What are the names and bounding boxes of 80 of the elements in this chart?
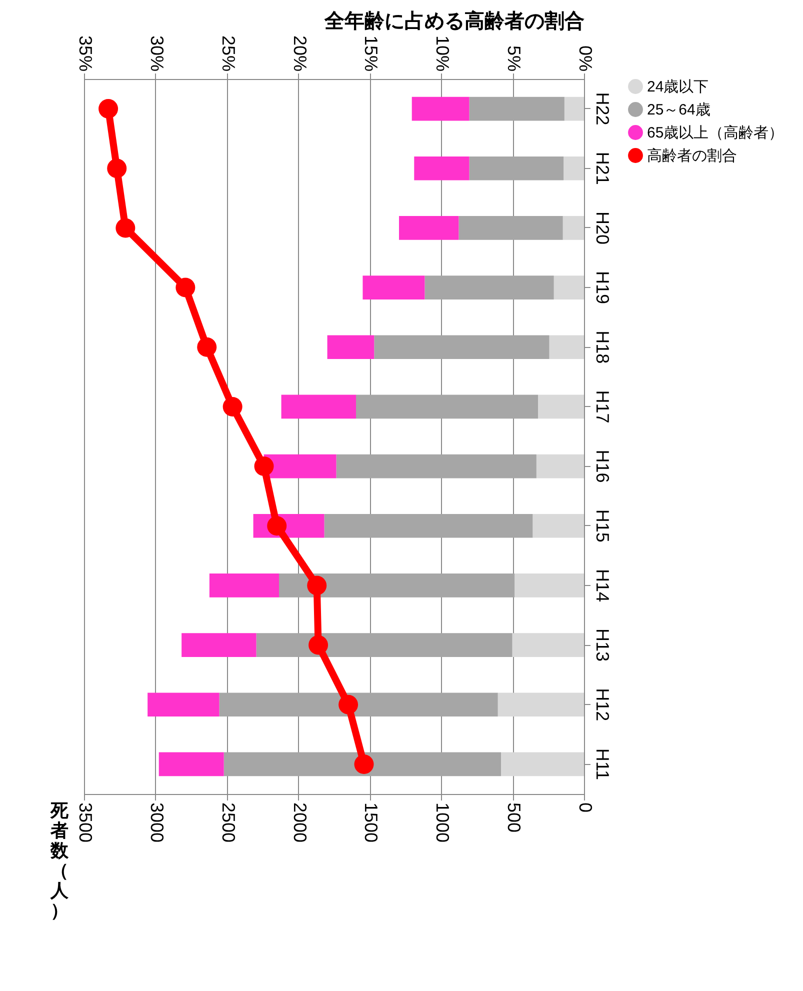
x2-tick-label: 35% <box>76 35 96 72</box>
legend-label: 24歳以下 <box>647 78 709 96</box>
bar <box>279 574 515 598</box>
point <box>308 635 328 655</box>
y-tick-label: H16 <box>592 450 612 483</box>
x-axis-title: 死者数（人） <box>50 800 70 920</box>
point <box>98 99 118 119</box>
bar <box>324 514 533 538</box>
y-tick-label: H12 <box>592 688 612 722</box>
x2-tick-label: 30% <box>146 35 167 72</box>
x-tick-label: 3500 <box>76 802 96 843</box>
bar <box>412 96 470 121</box>
bar <box>336 454 536 478</box>
point <box>267 516 287 536</box>
point <box>254 456 274 476</box>
bar <box>281 394 356 419</box>
y-tick-label: H11 <box>592 748 612 780</box>
bar <box>498 692 584 717</box>
point <box>176 278 196 298</box>
bar <box>532 514 584 538</box>
x2-tick-label: 25% <box>218 35 238 72</box>
point <box>197 337 217 357</box>
point <box>222 396 242 416</box>
bar <box>562 216 584 240</box>
bar <box>148 692 220 717</box>
x-tick-label: 0 <box>576 802 596 813</box>
legend-label: 高齢者の割合 <box>647 148 737 164</box>
bar <box>512 633 584 657</box>
x-tick-label: 3000 <box>146 802 167 843</box>
x2-tick-label: 20% <box>290 35 310 72</box>
legend-label: 65歳以上（高齢者） <box>647 124 784 142</box>
bar <box>514 574 584 598</box>
bar <box>219 692 498 717</box>
bar <box>424 276 554 300</box>
bar <box>564 96 584 121</box>
bar <box>256 633 512 657</box>
y-tick-label: H14 <box>592 568 612 602</box>
bar <box>399 216 459 240</box>
bar <box>158 752 224 776</box>
bar <box>469 96 564 121</box>
y-tick-label: H15 <box>592 509 612 542</box>
bar <box>362 276 425 300</box>
bar <box>182 633 256 657</box>
point <box>307 576 327 596</box>
point <box>338 694 358 714</box>
bar <box>536 454 584 478</box>
x2-tick-label: 15% <box>361 35 382 72</box>
y-tick-label: H20 <box>592 211 612 244</box>
bar <box>224 752 501 776</box>
y-tick-label: H18 <box>592 330 612 364</box>
y-tick-label: H17 <box>592 390 612 424</box>
bar <box>564 156 584 180</box>
y-tick-label: H19 <box>592 271 612 304</box>
x-tick-label: 500 <box>504 802 524 833</box>
y-tick-label: H13 <box>592 628 612 662</box>
y-tick-label: H21 <box>592 152 612 185</box>
legend-label: 25～64歳 <box>647 102 710 118</box>
bar <box>374 335 550 360</box>
bar <box>327 335 374 360</box>
x-tick-label: 1500 <box>361 802 382 843</box>
x2-axis-title: 全年齢に占める高齢者の割合 <box>324 9 584 32</box>
point <box>116 218 136 238</box>
bar <box>209 574 279 598</box>
y-tick-label: H22 <box>592 92 612 126</box>
point <box>354 754 374 774</box>
x-tick-label: 2000 <box>290 802 310 843</box>
bar <box>356 394 538 419</box>
bar <box>501 752 584 776</box>
x2-tick-label: 0% <box>576 45 596 72</box>
bar <box>538 394 584 419</box>
x2-tick-label: 5% <box>504 45 524 72</box>
x-tick-label: 1000 <box>432 802 453 843</box>
x-tick-label: 2500 <box>218 802 238 843</box>
bar <box>469 156 564 180</box>
bar <box>414 156 470 180</box>
bar <box>549 335 584 360</box>
bar <box>554 276 584 300</box>
x2-tick-label: 10% <box>432 35 453 72</box>
point <box>107 158 127 178</box>
bar <box>458 216 563 240</box>
